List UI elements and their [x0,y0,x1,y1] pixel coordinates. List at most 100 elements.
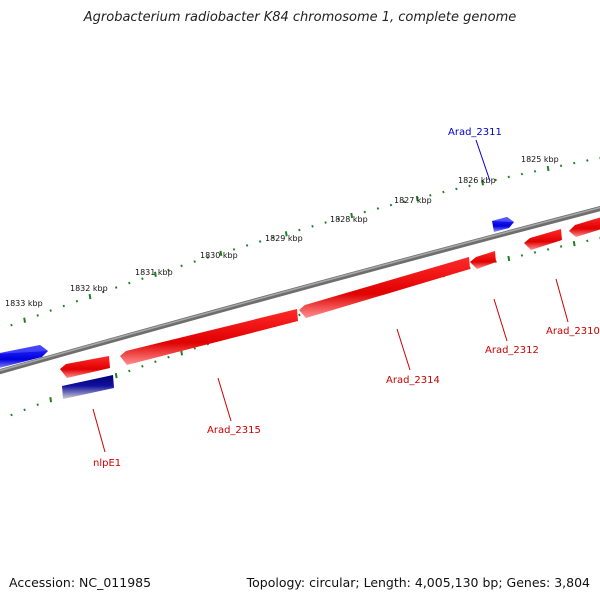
outer-tick [468,184,471,188]
inner-tick [141,364,144,368]
gene-arad-2312[interactable] [470,251,496,269]
outer-tick [389,203,393,207]
outer-tick [324,221,327,224]
outer-tick [258,240,262,243]
outer-tick [101,290,105,294]
outer-tick [62,304,66,308]
inner-tick [298,313,301,317]
outer-tick [546,165,550,172]
inner-tick [154,360,157,364]
inner-tick [507,255,511,262]
inner-tick [533,251,537,254]
gene-arad-2315[interactable] [120,309,298,365]
outer-tick [520,172,524,176]
inner-tick [114,372,118,379]
outer-tick [193,260,196,263]
inner-tick [36,403,39,407]
forward-gene-left[interactable] [0,345,48,369]
inner-tick [180,350,183,356]
outer-tick [455,187,458,191]
outer-tick [245,244,249,247]
gene-label-nlpe1: nlpE1 [93,458,121,469]
outer-tick [415,195,419,202]
inner-tick [520,254,524,257]
outer-tick [114,286,118,289]
leader-line-arad-2314 [396,328,411,371]
inner-tick [546,248,550,251]
gene-label-arad-2315: Arad_2315 [207,425,261,436]
kbp-label-1828: 1828 kbp [330,215,368,224]
outer-tick [75,299,79,303]
outer-tick [23,317,26,323]
outer-tick [507,175,511,179]
outer-tick-track [10,157,600,327]
outer-tick [10,323,13,327]
gene-arad-2311[interactable] [492,217,514,232]
outer-tick [533,169,537,173]
outer-tick [572,161,576,165]
gene-arad-2314[interactable] [299,257,470,318]
outer-tick [180,264,183,268]
gene-arad-2310[interactable] [569,216,600,237]
outer-tick [88,293,92,300]
kbp-labels: 1833 kbp 1832 kbp 1831 kbp 1830 kbp 1829… [5,155,559,308]
gene-nlpe1[interactable] [62,375,114,399]
chromosome-backbone [0,206,600,375]
gene-red-mid[interactable] [524,229,562,250]
inner-tick-track [10,237,600,417]
kbp-label-1832: 1832 kbp [70,284,108,293]
outer-tick [141,277,144,281]
outer-tick [206,256,210,259]
gene-left-small[interactable] [60,356,110,378]
outer-tick [559,164,563,168]
outer-tick [442,190,445,194]
outer-tick [128,281,131,285]
kbp-label-1833: 1833 kbp [5,299,43,308]
outer-tick [219,250,223,257]
outer-tick [363,210,367,214]
leader-line-arad-2315 [217,377,232,422]
outer-tick [36,314,39,317]
inner-tick [167,355,170,359]
leader-line-arad-2311 [475,139,491,182]
outer-tick [298,228,301,232]
gene-label-arad-2311: Arad_2311 [448,127,502,138]
gene-label-arad-2314: Arad_2314 [386,375,440,386]
kbp-label-1829: 1829 kbp [265,234,303,243]
inner-tick [128,369,131,373]
outer-tick [49,309,52,312]
leader-line-arad-2312 [493,298,508,342]
leader-line-arad-2310 [555,278,569,323]
leader-line-nlpe1 [92,408,106,453]
outer-tick [232,248,236,251]
outer-tick [350,212,354,219]
outer-tick [311,224,314,228]
outer-tick [376,207,380,210]
gene-label-arad-2312: Arad_2312 [485,345,539,356]
kbp-label-1825: 1825 kbp [521,155,559,164]
outer-tick [429,193,432,197]
inner-tick [10,413,13,417]
outer-tick [586,159,589,162]
outer-tick [337,217,340,221]
kbp-label-1830: 1830 kbp [200,251,238,260]
outer-tick [481,180,484,186]
outer-tick [154,271,157,277]
kbp-label-1831: 1831 kbp [135,268,173,277]
inner-tick [49,397,53,403]
inner-tick [559,245,563,248]
outer-tick [402,200,406,204]
genome-summary-text: Topology: circular; Length: 4,005,130 bp… [246,575,590,590]
gene-label-arad-2310: Arad_2310 [546,326,600,337]
inner-tick [23,408,26,412]
inner-tick [572,240,576,247]
map-title: Agrobacterium radiobacter K84 chromosome… [83,10,517,25]
accession-text: Accession: NC_011985 [9,575,152,590]
kbp-label-1826: 1826 kbp [458,176,496,185]
outer-tick [167,268,170,272]
inner-tick [586,239,589,243]
outer-tick [271,236,275,239]
outer-tick [494,178,497,182]
